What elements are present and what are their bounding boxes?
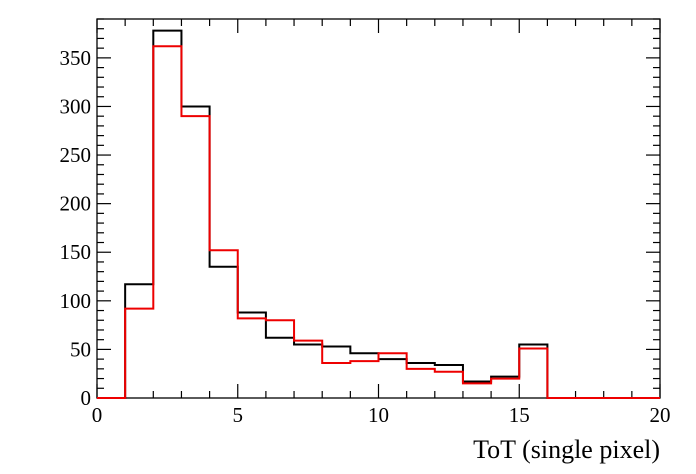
y-tick-label: 0 [81, 386, 92, 410]
series-layer [97, 29, 660, 399]
axis-ticks [96, 18, 661, 399]
y-tick-label: 100 [60, 289, 92, 313]
y-tick-label: 150 [60, 240, 92, 264]
x-axis-title: ToT (single pixel) [473, 435, 660, 464]
y-tick-label: 250 [60, 143, 92, 167]
histogram-series-2 [97, 45, 660, 399]
y-tick-label: 200 [60, 192, 92, 216]
x-tick-label: 5 [233, 403, 244, 427]
x-tick-label: 0 [92, 403, 103, 427]
y-tick-label: 300 [60, 94, 92, 118]
y-tick-label: 50 [70, 337, 91, 361]
x-tick-label: 15 [509, 403, 530, 427]
y-tick-label: 350 [60, 46, 92, 70]
x-tick-label: 10 [368, 403, 389, 427]
x-tick-label: 20 [650, 403, 671, 427]
